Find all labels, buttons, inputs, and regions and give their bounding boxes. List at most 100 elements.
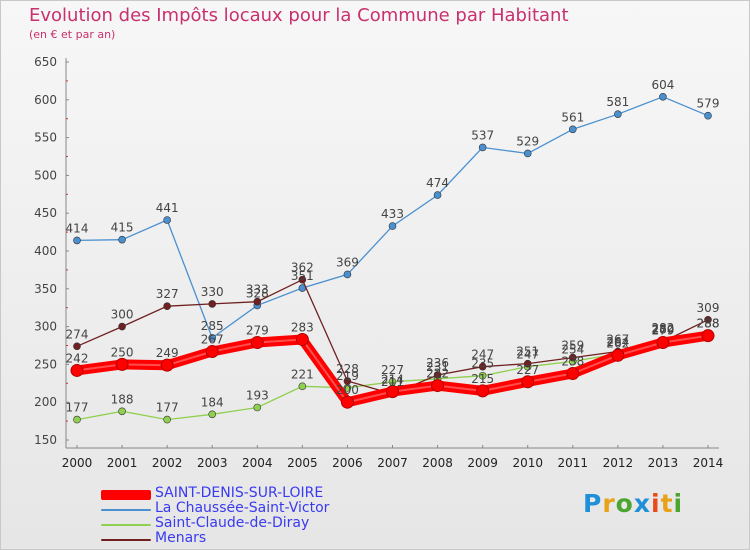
logo-letter: r [602, 489, 616, 518]
series-point [343, 377, 352, 385]
legend: SAINT-DENIS-SUR-LOIRE La Chaussée-Saint-V… [101, 485, 361, 547]
series-point [118, 235, 126, 244]
x-tick-label: 2013 [648, 456, 679, 470]
series-point [704, 111, 712, 120]
legend-label: La Chaussée-Saint-Victor [155, 500, 330, 516]
series-point [701, 329, 715, 343]
y-tick-label: 550 [34, 131, 57, 145]
logo-letter: o [615, 489, 634, 518]
y-tick-label: 150 [34, 433, 57, 447]
data-label: 415 [111, 221, 134, 235]
y-tick-label: 300 [34, 320, 57, 334]
series-point [614, 110, 622, 118]
y-tick-label: 250 [34, 357, 57, 371]
x-tick-label: 2010 [512, 456, 543, 470]
data-label: 177 [156, 401, 179, 415]
series-point [340, 395, 354, 409]
series-point [115, 357, 129, 371]
x-tick-label: 2008 [422, 456, 453, 470]
series-point [523, 359, 532, 368]
series-point [73, 415, 81, 424]
logo-letter: x [633, 489, 651, 518]
x-tick-label: 2009 [467, 456, 498, 470]
data-label: 561 [561, 110, 584, 124]
data-label: 247 [471, 348, 494, 362]
series-point [160, 358, 174, 372]
x-tick-label: 2004 [242, 456, 273, 470]
series-point [73, 342, 81, 351]
data-label: 283 [291, 320, 314, 334]
legend-item: SAINT-DENIS-SUR-LOIRE [101, 485, 361, 502]
y-tick-label: 600 [34, 93, 57, 107]
series-point [568, 125, 577, 134]
data-label: 581 [606, 95, 629, 109]
series-point [568, 353, 577, 362]
series-point [478, 143, 487, 152]
legend-item: La Chaussée-Saint-Victor [101, 500, 361, 517]
data-label: 309 [697, 301, 720, 315]
data-label: 200 [336, 383, 359, 397]
y-tick-label: 450 [34, 206, 57, 220]
logo-letter: i [651, 489, 661, 518]
series-point [704, 315, 712, 324]
series-point [208, 410, 217, 419]
data-label: 285 [201, 319, 224, 333]
x-tick-label: 2005 [287, 456, 318, 470]
data-label: 215 [471, 372, 494, 386]
data-label: 333 [246, 283, 269, 297]
data-label: 228 [336, 362, 359, 376]
data-label: 327 [156, 287, 179, 301]
data-label: 279 [246, 323, 269, 337]
series-point [298, 275, 307, 284]
chart-subtitle: (en € et par an) [29, 28, 116, 41]
series-la-chaussee-saint-victor [73, 92, 712, 342]
legend-label: Saint-Claude-de-Diray [155, 515, 310, 531]
legend-swatch [101, 508, 151, 511]
series-point [295, 332, 309, 346]
series-point [118, 407, 126, 416]
data-label: 188 [111, 392, 134, 406]
series-point [478, 371, 487, 380]
data-label: 214 [381, 373, 404, 387]
legend-swatch [101, 538, 151, 541]
x-tick-label: 2001 [107, 456, 138, 470]
legend-swatch [101, 489, 151, 500]
series-point [253, 297, 262, 306]
data-label: 177 [66, 401, 89, 415]
series-point [70, 363, 84, 377]
data-label: 238 [561, 354, 584, 368]
series-point [250, 335, 264, 349]
data-label: 251 [516, 345, 539, 359]
y-tick-label: 500 [34, 168, 57, 182]
data-label: 288 [697, 317, 720, 331]
x-tick-label: 2000 [62, 456, 93, 470]
data-label: 433 [381, 207, 404, 221]
series-point [343, 270, 352, 279]
logo-letter: t [660, 489, 674, 518]
data-label: 235 [471, 357, 494, 371]
data-label: 184 [201, 395, 224, 409]
series-point [386, 385, 399, 399]
axes: 150 200 250 300 350 400 450 500 550 600 650 2000 200… [34, 55, 723, 470]
y-tick-label: 650 [34, 55, 57, 69]
series-point [521, 375, 535, 389]
data-label: 193 [246, 388, 269, 402]
data-label: 288 [697, 317, 720, 331]
data-label: 236 [426, 356, 449, 370]
data-label: 282 [651, 321, 674, 335]
data-label: 250 [111, 345, 134, 359]
series-point [611, 348, 625, 362]
data-label: 537 [471, 128, 494, 142]
data-label: 441 [156, 201, 179, 215]
series-point [431, 379, 445, 393]
series-point [73, 236, 81, 245]
legend-label: SAINT-DENIS-SUR-LOIRE [155, 485, 324, 501]
data-label: 267 [201, 333, 224, 347]
logo-letter: i [673, 489, 684, 518]
data-label: 219 [336, 369, 359, 383]
x-tick-label: 2002 [152, 456, 183, 470]
series-point [566, 366, 580, 380]
legend-item: Saint-Claude-de-Diray [101, 515, 361, 532]
